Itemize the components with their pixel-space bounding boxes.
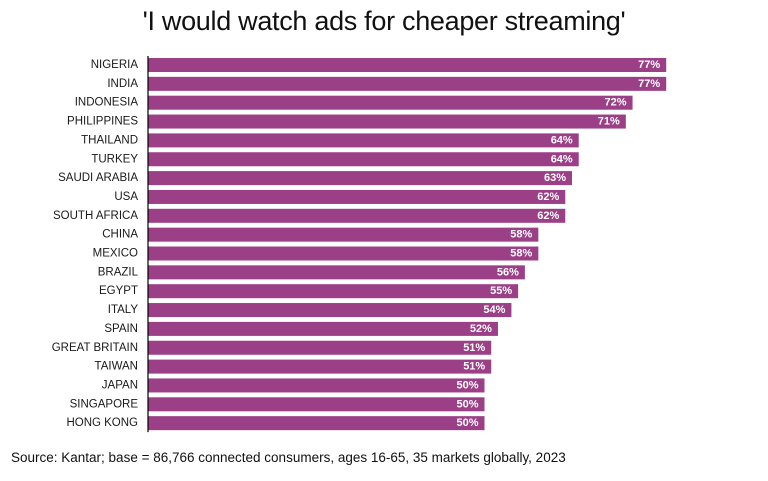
value-labels: 77% 77% 72% 71% 64% 64% 63% 62% 62% 58% 58% 56% 55% 5… (456, 59, 660, 429)
bar (148, 321, 498, 336)
source-note: Source: Kantar; base = 86,766 connected … (11, 450, 566, 465)
bar (148, 227, 539, 242)
bar (148, 378, 485, 393)
category-label: TURKEY (91, 153, 138, 165)
category-label: EGYPT (99, 285, 138, 297)
category-labels: NIGERIA INDIA INDONESIA PHILIPPINES THAILAND… (52, 59, 139, 429)
category-label: MEXICO (93, 248, 138, 260)
chart-title: 'I would watch ads for cheaper streaming… (142, 6, 626, 36)
bar (148, 397, 485, 412)
value-label: 55% (490, 285, 512, 297)
category-label: GREAT BRITAIN (52, 342, 138, 354)
value-label: 62% (537, 210, 559, 222)
category-label: SPAIN (104, 323, 138, 335)
bar (148, 171, 572, 186)
category-label: THAILAND (81, 134, 138, 146)
bar (148, 303, 512, 318)
value-label: 54% (483, 304, 505, 316)
category-label: TAIWAN (95, 361, 138, 373)
category-label: INDIA (107, 78, 138, 90)
value-label: 64% (551, 134, 573, 146)
bar (148, 265, 525, 280)
value-label: 50% (456, 398, 478, 410)
category-label: PHILIPPINES (67, 116, 138, 128)
value-label: 51% (463, 361, 485, 373)
value-label: 72% (605, 97, 627, 109)
value-label: 77% (638, 59, 660, 71)
value-label: 77% (638, 78, 660, 90)
bar (148, 189, 566, 204)
bar (148, 152, 579, 167)
bar (148, 58, 667, 72)
value-label: 51% (463, 342, 485, 354)
value-label: 56% (497, 266, 519, 278)
category-label: INDONESIA (75, 97, 139, 109)
bars (148, 58, 667, 431)
value-label: 71% (598, 116, 620, 128)
category-label: USA (114, 191, 138, 203)
bar (148, 246, 539, 261)
value-label: 52% (470, 323, 492, 335)
value-label: 64% (551, 153, 573, 165)
value-label: 50% (456, 379, 478, 391)
bar (148, 340, 492, 355)
category-label: NIGERIA (91, 59, 139, 71)
category-label: SINGAPORE (70, 398, 139, 410)
category-label: BRAZIL (98, 266, 139, 278)
category-label: ITALY (108, 304, 139, 316)
value-label: 50% (456, 417, 478, 429)
category-label: SOUTH AFRICA (53, 210, 138, 222)
value-label: 62% (537, 191, 559, 203)
bar (148, 284, 519, 299)
bar (148, 114, 626, 129)
category-label: HONG KONG (66, 417, 138, 429)
bar (148, 95, 633, 110)
bar (148, 76, 667, 91)
value-label: 63% (544, 172, 566, 184)
value-label: 58% (510, 229, 532, 241)
category-label: SAUDI ARABIA (58, 172, 138, 184)
bar (148, 208, 566, 223)
bar (148, 359, 492, 374)
category-label: CHINA (102, 229, 138, 241)
category-label: JAPAN (102, 379, 138, 391)
value-label: 58% (510, 248, 532, 260)
bar (148, 133, 579, 148)
bar (148, 416, 485, 431)
